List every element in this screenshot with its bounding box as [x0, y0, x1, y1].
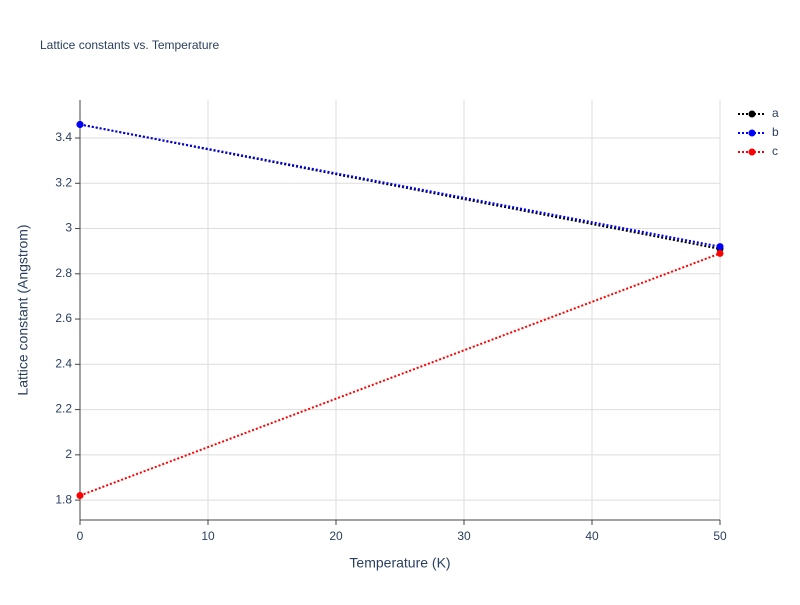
- y-axis-title: Lattice constant (Angstrom): [15, 224, 31, 395]
- legend-label: c: [772, 144, 778, 158]
- x-tick-label: 50: [713, 529, 727, 543]
- chart-title: Lattice constants vs. Temperature: [40, 38, 220, 52]
- x-tick-label: 30: [457, 529, 471, 543]
- y-tick-label: 2.6: [55, 311, 72, 325]
- series-line: [79, 123, 721, 248]
- y-tick-label: 2.2: [55, 402, 72, 416]
- legend-label: a: [772, 106, 779, 120]
- y-tick-label: 3.2: [55, 175, 72, 189]
- y-tick-label: 1.8: [55, 492, 72, 506]
- data-point: [716, 243, 724, 251]
- data-point: [76, 492, 84, 500]
- x-tick-label: 20: [329, 529, 343, 543]
- y-tick-label: 2.8: [55, 266, 72, 280]
- legend-marker: [748, 110, 756, 118]
- y-tick-label: 2: [65, 447, 72, 461]
- legend-marker: [748, 148, 756, 156]
- x-tick-label: 0: [77, 529, 84, 543]
- legend-label: b: [772, 125, 779, 139]
- x-tick-label: 10: [201, 529, 215, 543]
- y-tick-label: 3: [65, 221, 72, 235]
- x-axis-title: Temperature (K): [349, 555, 450, 571]
- y-tick-label: 2.4: [55, 356, 72, 370]
- data-point: [76, 120, 84, 128]
- data-point: [716, 249, 724, 257]
- y-tick-label: 3.4: [55, 130, 72, 144]
- legend-marker: [748, 129, 756, 137]
- x-tick-label: 40: [585, 529, 599, 543]
